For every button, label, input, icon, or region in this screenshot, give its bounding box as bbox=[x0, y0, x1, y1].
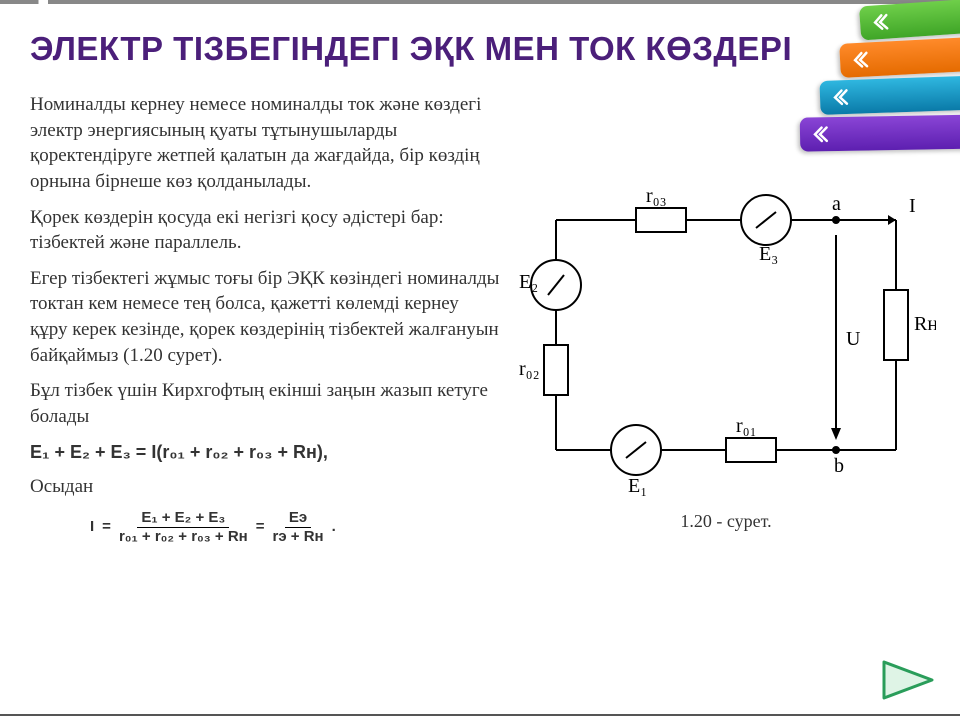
next-slide-button[interactable] bbox=[878, 656, 938, 704]
paragraph-5: Осыдан bbox=[30, 474, 500, 500]
lbl-r03: r₀₃ bbox=[646, 185, 667, 207]
lbl-b: b bbox=[834, 455, 844, 477]
ribbon-green bbox=[859, 0, 960, 40]
lbl-E1: E₁ bbox=[628, 475, 647, 497]
paragraph-3: Егер тізбектегі жұмыс тоғы бір ЭҚК көзін… bbox=[30, 266, 500, 369]
eq-tail: . bbox=[332, 517, 336, 537]
figure-caption: 1.20 - сурет. bbox=[516, 511, 936, 532]
eq-lhs: I bbox=[90, 517, 94, 537]
circuit-figure: r₀₃ E₃ a I Rн U b r₀₁ E₁ E₂ r₀₂ 1.20 - с… bbox=[516, 180, 936, 532]
circuit-svg: r₀₃ E₃ a I Rн U b r₀₁ E₁ E₂ r₀₂ bbox=[516, 180, 936, 500]
eq-equals: = bbox=[102, 517, 111, 537]
paragraph-2: Қорек көздерін қосуда екі негізгі қосу ә… bbox=[30, 205, 500, 256]
eq-equals2: = bbox=[256, 517, 265, 537]
lbl-r02: r₀₂ bbox=[519, 358, 540, 380]
ribbon-orange bbox=[839, 36, 960, 78]
equation-main: E₁ + E₂ + E₃ = I(r₀₁ + r₀₂ + r₀₃ + Rн), bbox=[30, 440, 500, 464]
decorative-ribbons bbox=[780, 0, 960, 170]
lbl-Rn: Rн bbox=[914, 313, 936, 335]
eq-frac1: E₁ + E₂ + E₃ r₀₁ + r₀₂ + r₀₃ + Rн bbox=[119, 510, 248, 546]
lbl-a: a bbox=[832, 193, 841, 215]
bottom-border bbox=[0, 714, 960, 716]
paragraph-4: Бұл тізбек үшін Кирхгофтың екінші заңын … bbox=[30, 378, 500, 429]
paragraph-1: Номиналды кернеу немесе номиналды ток жә… bbox=[30, 92, 500, 195]
equation-fraction: I = E₁ + E₂ + E₃ r₀₁ + r₀₂ + r₀₃ + Rн = … bbox=[90, 510, 500, 546]
body-text: Номиналды кернеу немесе номиналды ток жә… bbox=[30, 92, 500, 546]
ribbon-purple bbox=[800, 114, 960, 151]
lbl-I: I bbox=[909, 195, 916, 217]
lbl-E3: E₃ bbox=[759, 243, 778, 265]
slide-title: ЭЛЕКТР ТІЗБЕГІНДЕГІ ЭҚК МЕН ТОК КӨЗДЕРІ bbox=[30, 30, 810, 68]
lbl-E2: E₂ bbox=[519, 271, 538, 293]
lbl-U: U bbox=[846, 328, 861, 350]
eq-frac2: Eэ rэ + Rн bbox=[272, 510, 323, 546]
ribbon-blue bbox=[819, 75, 960, 115]
lbl-r01: r₀₁ bbox=[736, 415, 757, 437]
